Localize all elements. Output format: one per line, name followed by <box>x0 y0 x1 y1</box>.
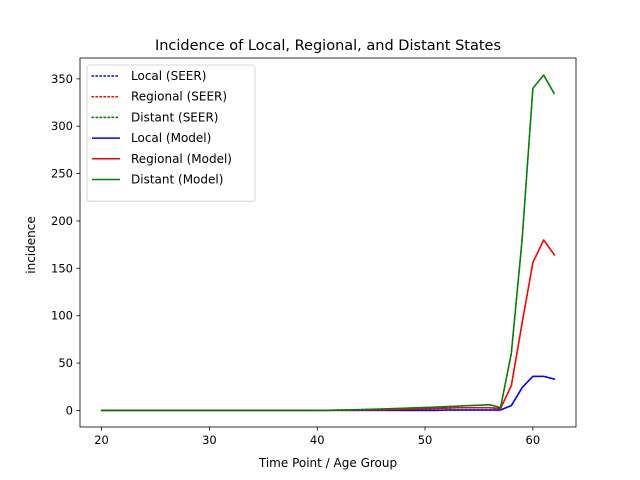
x-tick-label: 20 <box>94 433 109 447</box>
x-axis-label: Time Point / Age Group <box>258 456 397 470</box>
legend-box <box>86 64 256 202</box>
y-tick-label: 300 <box>51 119 73 133</box>
x-tick-label: 50 <box>418 433 433 447</box>
axes-frame <box>79 57 577 428</box>
y-tick-label: 250 <box>51 167 73 181</box>
y-axis-label: incidence <box>24 216 38 273</box>
x-tick-label: 60 <box>526 433 541 447</box>
legend-entry-label: Local (Model) <box>131 131 211 145</box>
y-tick-label: 200 <box>51 214 73 228</box>
x-tick-label: 30 <box>202 433 217 447</box>
y-tick-label: 0 <box>66 403 73 417</box>
plot-area <box>100 74 556 412</box>
legend-entry-label: Local (SEER) <box>131 69 206 83</box>
legend-entry-label: Distant (SEER) <box>131 110 219 124</box>
x-tick-label: 40 <box>310 433 325 447</box>
legend-entry-label: Regional (Model) <box>131 152 232 166</box>
y-tick-label: 350 <box>51 72 73 86</box>
y-tick-label: 100 <box>51 309 73 323</box>
y-tick-label: 50 <box>58 356 73 370</box>
y-tick-label: 150 <box>51 261 73 275</box>
legend-entry-label: Regional (SEER) <box>131 90 227 104</box>
legend-entry-label: Distant (Model) <box>131 173 223 187</box>
series-line-5 <box>101 74 556 412</box>
legend: Local (SEER) Regional (SEER) Distant (SEER… <box>86 64 256 202</box>
chart-title: Incidence of Local, Regional, and Distan… <box>155 38 501 54</box>
axes: 20 30 40 50 60 0 50 100 150 200 250 300 350 <box>51 57 577 447</box>
